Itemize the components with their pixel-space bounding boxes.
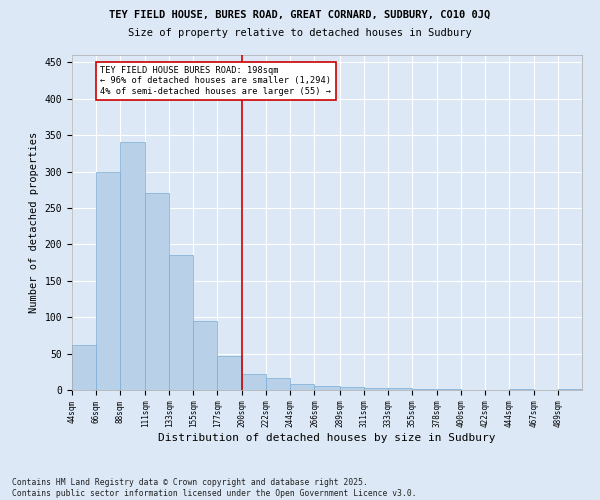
Bar — [266, 378, 290, 390]
Bar — [290, 384, 314, 390]
Bar — [412, 388, 437, 390]
Y-axis label: Number of detached properties: Number of detached properties — [29, 132, 39, 313]
Bar — [72, 345, 96, 390]
Bar — [193, 321, 217, 390]
Text: TEY FIELD HOUSE, BURES ROAD, GREAT CORNARD, SUDBURY, CO10 0JQ: TEY FIELD HOUSE, BURES ROAD, GREAT CORNA… — [109, 10, 491, 20]
Text: Contains HM Land Registry data © Crown copyright and database right 2025.
Contai: Contains HM Land Registry data © Crown c… — [12, 478, 416, 498]
Bar — [340, 387, 364, 390]
Bar — [242, 374, 266, 390]
Bar — [314, 386, 340, 390]
Bar — [437, 388, 461, 390]
Bar — [120, 142, 145, 390]
Bar — [388, 388, 412, 390]
Bar — [217, 356, 242, 390]
Bar — [364, 388, 388, 390]
Bar — [145, 194, 169, 390]
Bar — [96, 172, 120, 390]
Text: TEY FIELD HOUSE BURES ROAD: 198sqm
← 96% of detached houses are smaller (1,294)
: TEY FIELD HOUSE BURES ROAD: 198sqm ← 96%… — [100, 66, 331, 96]
X-axis label: Distribution of detached houses by size in Sudbury: Distribution of detached houses by size … — [158, 433, 496, 443]
Text: Size of property relative to detached houses in Sudbury: Size of property relative to detached ho… — [128, 28, 472, 38]
Bar — [169, 256, 193, 390]
